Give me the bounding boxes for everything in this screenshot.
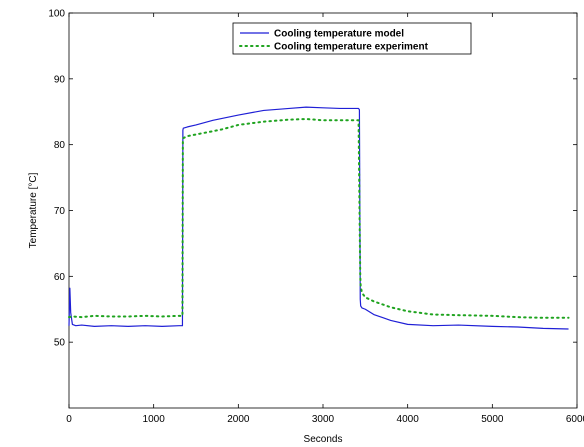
x-tick-label: 2000: [227, 414, 250, 425]
axis-ticks: 0 1000 2000 3000 4000 5000 6000 50 60 70 80 90 100: [48, 9, 584, 426]
x-tick-label: 6000: [566, 414, 584, 425]
legend-label-model: Cooling temperature model: [274, 29, 404, 40]
x-tick-label: 3000: [312, 414, 335, 425]
series-line-model: [68, 106, 569, 330]
x-tick-label: 1000: [143, 414, 166, 425]
legend-label-experiment: Cooling temperature experiment: [274, 42, 429, 53]
series-layer: [68, 106, 570, 330]
series-line-experiment: [68, 117, 570, 319]
y-tick-label: 80: [54, 140, 66, 151]
y-tick-label: 50: [54, 338, 66, 349]
y-tick-label: 90: [54, 74, 66, 85]
x-tick-label: 4000: [397, 414, 420, 425]
y-axis-label: Temperature [°C]: [28, 172, 39, 248]
x-axis-label: Seconds: [304, 434, 343, 445]
x-tick-label: 5000: [481, 414, 504, 425]
legend-box: [232, 22, 472, 55]
y-tick-label: 60: [54, 272, 66, 283]
y-tick-label: 100: [48, 9, 65, 20]
legend: Cooling temperature model Cooling temper…: [232, 22, 472, 55]
y-tick-label: 70: [54, 206, 66, 217]
x-tick-label: 0: [66, 414, 72, 425]
